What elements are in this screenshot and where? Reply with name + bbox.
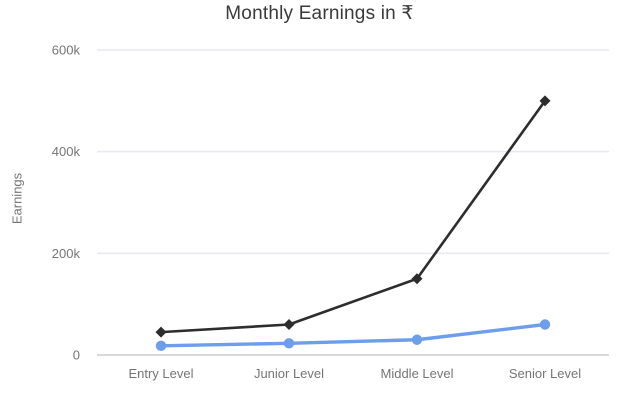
data-point-circle [283, 338, 295, 349]
data-point-diamond [283, 319, 295, 330]
data-point-circle [539, 319, 551, 330]
data-point-diamond [411, 273, 423, 285]
data-point-diamond [155, 326, 167, 338]
x-tick-label: Senior Level [509, 366, 581, 381]
data-point-circle [155, 340, 167, 352]
series-line [159, 322, 547, 348]
x-tick-label: Middle Level [381, 366, 454, 381]
y-tick-label: 600k [52, 43, 81, 58]
y-tick-label: 200k [52, 246, 81, 261]
y-tick-label: 0 [73, 348, 80, 363]
data-point-circle [411, 334, 423, 345]
x-tick-label: Junior Level [254, 366, 324, 381]
x-tick-label: Entry Level [128, 366, 193, 381]
chart-title: Monthly Earnings in ₹ [225, 3, 414, 24]
y-tick-label: 400k [52, 144, 81, 159]
series-line [159, 99, 547, 334]
data-point-diamond [539, 95, 551, 107]
